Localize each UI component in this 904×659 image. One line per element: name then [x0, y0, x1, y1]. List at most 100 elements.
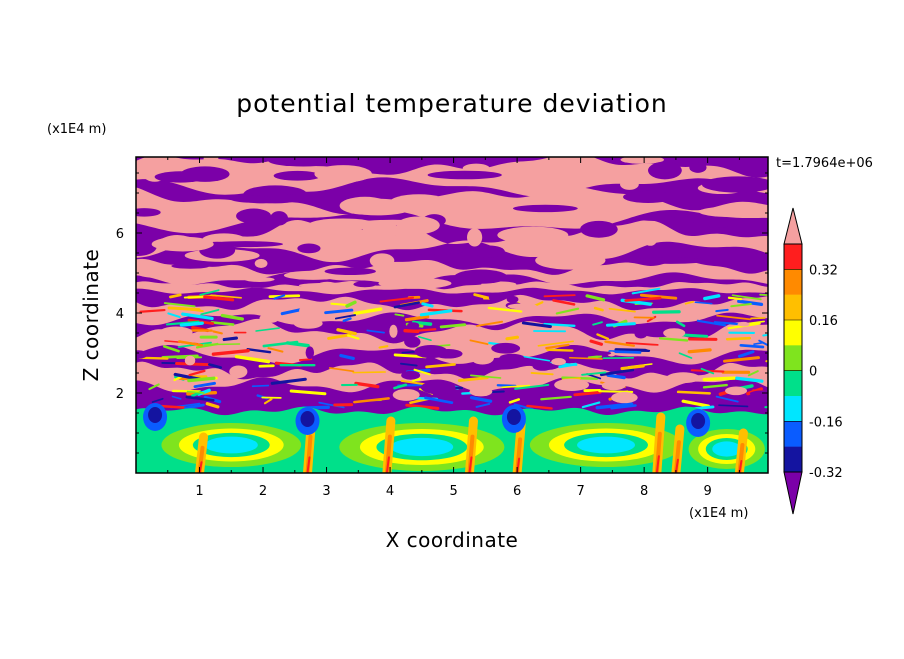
front-blob [229, 365, 247, 378]
colorbar-swatch [784, 244, 802, 270]
anomaly-blob [274, 171, 322, 181]
colorbar-swatch [784, 269, 802, 295]
front-blob [136, 370, 157, 376]
anomaly-blob [370, 253, 395, 268]
front-streak [729, 298, 741, 299]
x-tick-label: 5 [449, 484, 457, 499]
anomaly-blob [208, 241, 283, 247]
anomaly-blob [580, 221, 618, 238]
anomaly-blob [620, 179, 639, 190]
colorbar-swatch [784, 345, 802, 371]
front-streak [589, 356, 601, 357]
front-streak [189, 378, 214, 380]
anomaly-blob [318, 282, 337, 288]
anomaly-blob [389, 249, 464, 254]
anomaly-blob [314, 165, 371, 182]
anomaly-blob [282, 188, 300, 194]
colorbar-swatch [784, 295, 802, 321]
front-blob [551, 358, 566, 365]
anomaly-blob [623, 191, 673, 203]
front-streak [727, 338, 750, 339]
anomaly-blob [454, 270, 507, 284]
convective-cell-core [577, 437, 635, 454]
front-blob [499, 354, 524, 363]
anomaly-blob [636, 215, 675, 221]
cold-downdraft-core [691, 413, 705, 429]
anomaly-blob [699, 207, 761, 217]
anomaly-blob [397, 216, 440, 234]
front-streak [544, 295, 574, 296]
front-blob [404, 336, 420, 348]
anomaly-blob [171, 263, 209, 268]
convective-cell-core [390, 438, 453, 456]
front-blob [507, 296, 519, 303]
anomaly-blob [378, 278, 451, 289]
front-blob [634, 329, 647, 338]
front-blob [491, 343, 520, 354]
front-streak [181, 323, 202, 325]
colorbar-swatch [784, 320, 802, 346]
y-tick-label: 4 [116, 307, 124, 322]
front-streak [498, 385, 516, 386]
front-streak [300, 359, 312, 360]
x-tick-label: 3 [322, 484, 330, 499]
x-tick-label: 4 [386, 484, 394, 499]
colorbar-swatch [784, 371, 802, 397]
front-blob [469, 387, 492, 396]
anomaly-blob [513, 205, 578, 212]
chart-title: potential temperature deviation [236, 89, 667, 118]
front-blob [306, 346, 314, 359]
anomaly-blob [192, 203, 212, 210]
colorbar-extend-bottom [784, 472, 802, 514]
colorbar-extend-top [784, 208, 802, 244]
front-streak [716, 310, 727, 311]
front-streak [678, 392, 710, 393]
cold-downdraft-core [300, 411, 314, 427]
anomaly-blob [694, 217, 745, 227]
front-blob [737, 322, 749, 327]
front-streak [547, 350, 572, 351]
anomaly-blob [689, 162, 706, 172]
anomaly-blob [535, 251, 605, 270]
front-streak [205, 344, 239, 345]
x-tick-label: 7 [576, 484, 584, 499]
colorbar-label: -0.32 [809, 466, 843, 481]
anomaly-blob [467, 228, 482, 246]
front-streak [380, 346, 388, 347]
anomaly-blob [643, 229, 658, 246]
anomaly-blob [255, 259, 268, 268]
anomaly-blob [244, 277, 274, 282]
anomaly-blob [230, 195, 271, 202]
front-blob [725, 387, 747, 396]
anomaly-blob [353, 281, 376, 287]
front-streak [260, 366, 273, 367]
front-blob [401, 371, 420, 380]
anomaly-blob [181, 166, 230, 181]
time-label: t=1.7964e+06 [776, 156, 873, 171]
anomaly-blob [702, 176, 775, 192]
front-streak [595, 308, 602, 310]
front-streak [353, 372, 385, 373]
anomaly-blob [128, 208, 161, 216]
front-blob [471, 351, 494, 364]
y-axis-label: Z coordinate [79, 249, 103, 382]
anomaly-blob [325, 268, 376, 275]
x-tick-label: 8 [640, 484, 648, 499]
colorbar: 0.320.160-0.16-0.32 [784, 208, 843, 514]
front-blob [421, 381, 456, 395]
anomaly-blob [648, 162, 682, 180]
anomaly-blob [309, 218, 376, 230]
front-blob [663, 328, 685, 338]
colorbar-swatch [784, 421, 802, 447]
anomaly-blob [428, 171, 502, 180]
anomaly-blob [274, 227, 288, 236]
front-blob [260, 313, 280, 323]
front-streak [689, 350, 710, 352]
front-streak [532, 373, 553, 374]
front-blob [508, 304, 537, 310]
front-blob [667, 372, 700, 383]
anomaly-blob [204, 149, 219, 168]
cold-downdraft-core [507, 409, 521, 425]
